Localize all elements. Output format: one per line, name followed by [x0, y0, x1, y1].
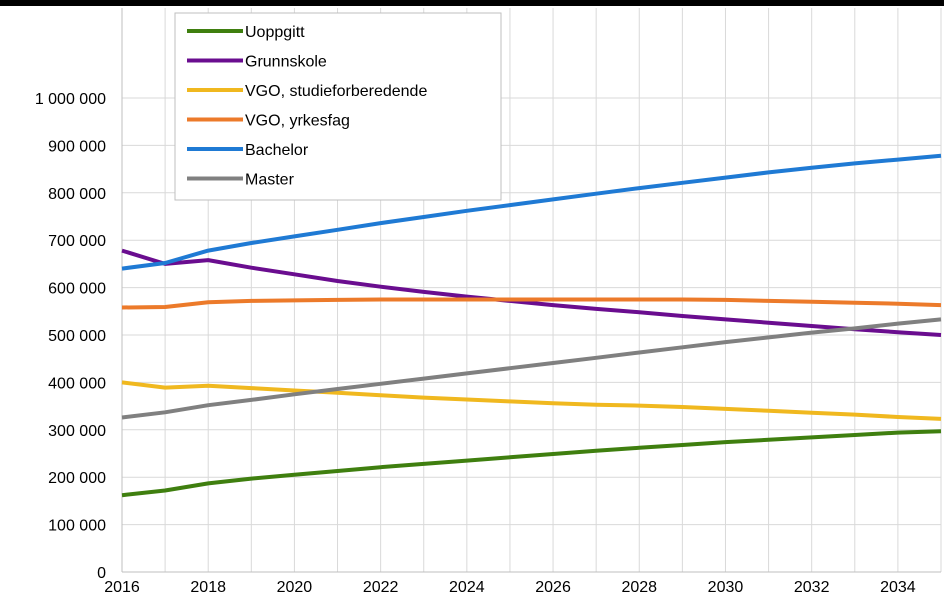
y-tick-label: 200 000 [48, 470, 106, 487]
series-line-bachelor [121, 153, 942, 271]
y-tick-label: 700 000 [48, 233, 106, 250]
series-line-vgo-studieforberedende [121, 380, 942, 421]
series-line-master [121, 317, 942, 420]
x-tick-label: 2016 [104, 579, 140, 596]
x-tick-label: 2034 [880, 579, 916, 596]
tick-labels: 0 100 000 200 000 300 000 400 000 500 000 600 … [35, 91, 916, 596]
top-border-bar [0, 0, 944, 6]
y-tick-label: 1 000 000 [35, 91, 106, 108]
y-tick-label: 900 000 [48, 138, 106, 155]
legend-label: Bachelor [245, 142, 309, 159]
x-tick-label: 2026 [535, 579, 571, 596]
y-tick-label: 800 000 [48, 186, 106, 203]
x-tick-label: 2018 [190, 579, 226, 596]
y-tick-label: 300 000 [48, 423, 106, 440]
y-tick-label: 0 [97, 565, 106, 582]
legend-label: Uoppgitt [245, 24, 305, 41]
legend-label: VGO, studieforberedende [245, 83, 427, 100]
legend: Uoppgitt Grunnskole VGO, studieforberedend… [174, 12, 502, 201]
series-lines [121, 153, 942, 498]
legend-label: Grunnskole [245, 54, 327, 71]
x-tick-label: 2032 [794, 579, 830, 596]
series-line-grunnskole [121, 248, 942, 337]
x-tick-label: 2030 [708, 579, 744, 596]
y-tick-label: 400 000 [48, 375, 106, 392]
axes [121, 8, 941, 573]
x-tick-label: 2028 [621, 579, 657, 596]
y-tick-label: 100 000 [48, 518, 106, 535]
x-tick-label: 2022 [363, 579, 399, 596]
series-line-uoppgitt [121, 429, 942, 498]
x-tick-label: 2020 [277, 579, 313, 596]
series-line-vgo-yrkesfag [121, 297, 942, 310]
legend-label: VGO, yrkesfag [245, 113, 350, 130]
x-tick-label: 2024 [449, 579, 485, 596]
legend-label: Master [245, 172, 295, 189]
y-tick-label: 500 000 [48, 328, 106, 345]
y-tick-label: 600 000 [48, 281, 106, 298]
legend-box [174, 12, 502, 201]
